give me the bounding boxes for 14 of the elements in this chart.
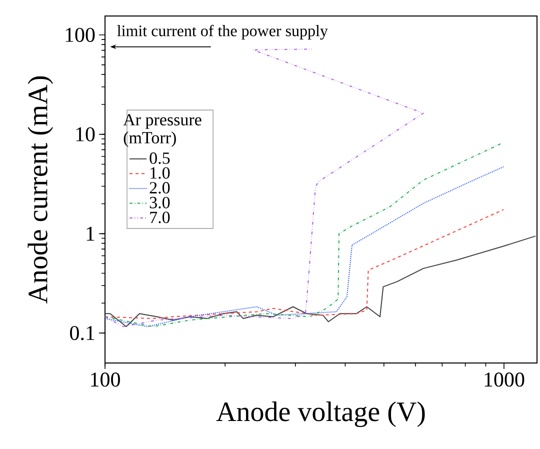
y-tick-label: 1 [86, 226, 94, 241]
y-tick-label: 100 [66, 28, 95, 42]
legend-label: 2.0 [150, 182, 170, 194]
legend-label: 3.0 [150, 196, 170, 208]
legend-label: 7.0 [150, 212, 170, 224]
annotation: limit current of the power supply [117, 24, 328, 40]
x-axis-title: Anode voltage (V) [216, 402, 425, 428]
y-axis-title: Anode current (mA) [28, 76, 54, 304]
x-tick-label: 1000 [484, 372, 524, 387]
legend-label: 1.0 [150, 167, 170, 179]
y-tick-label: 10 [76, 127, 95, 142]
legend-label: 0.5 [150, 152, 170, 164]
y-tick-label: 0.1 [70, 326, 94, 340]
legend-title: Ar pressure (mTorr) [123, 114, 202, 147]
